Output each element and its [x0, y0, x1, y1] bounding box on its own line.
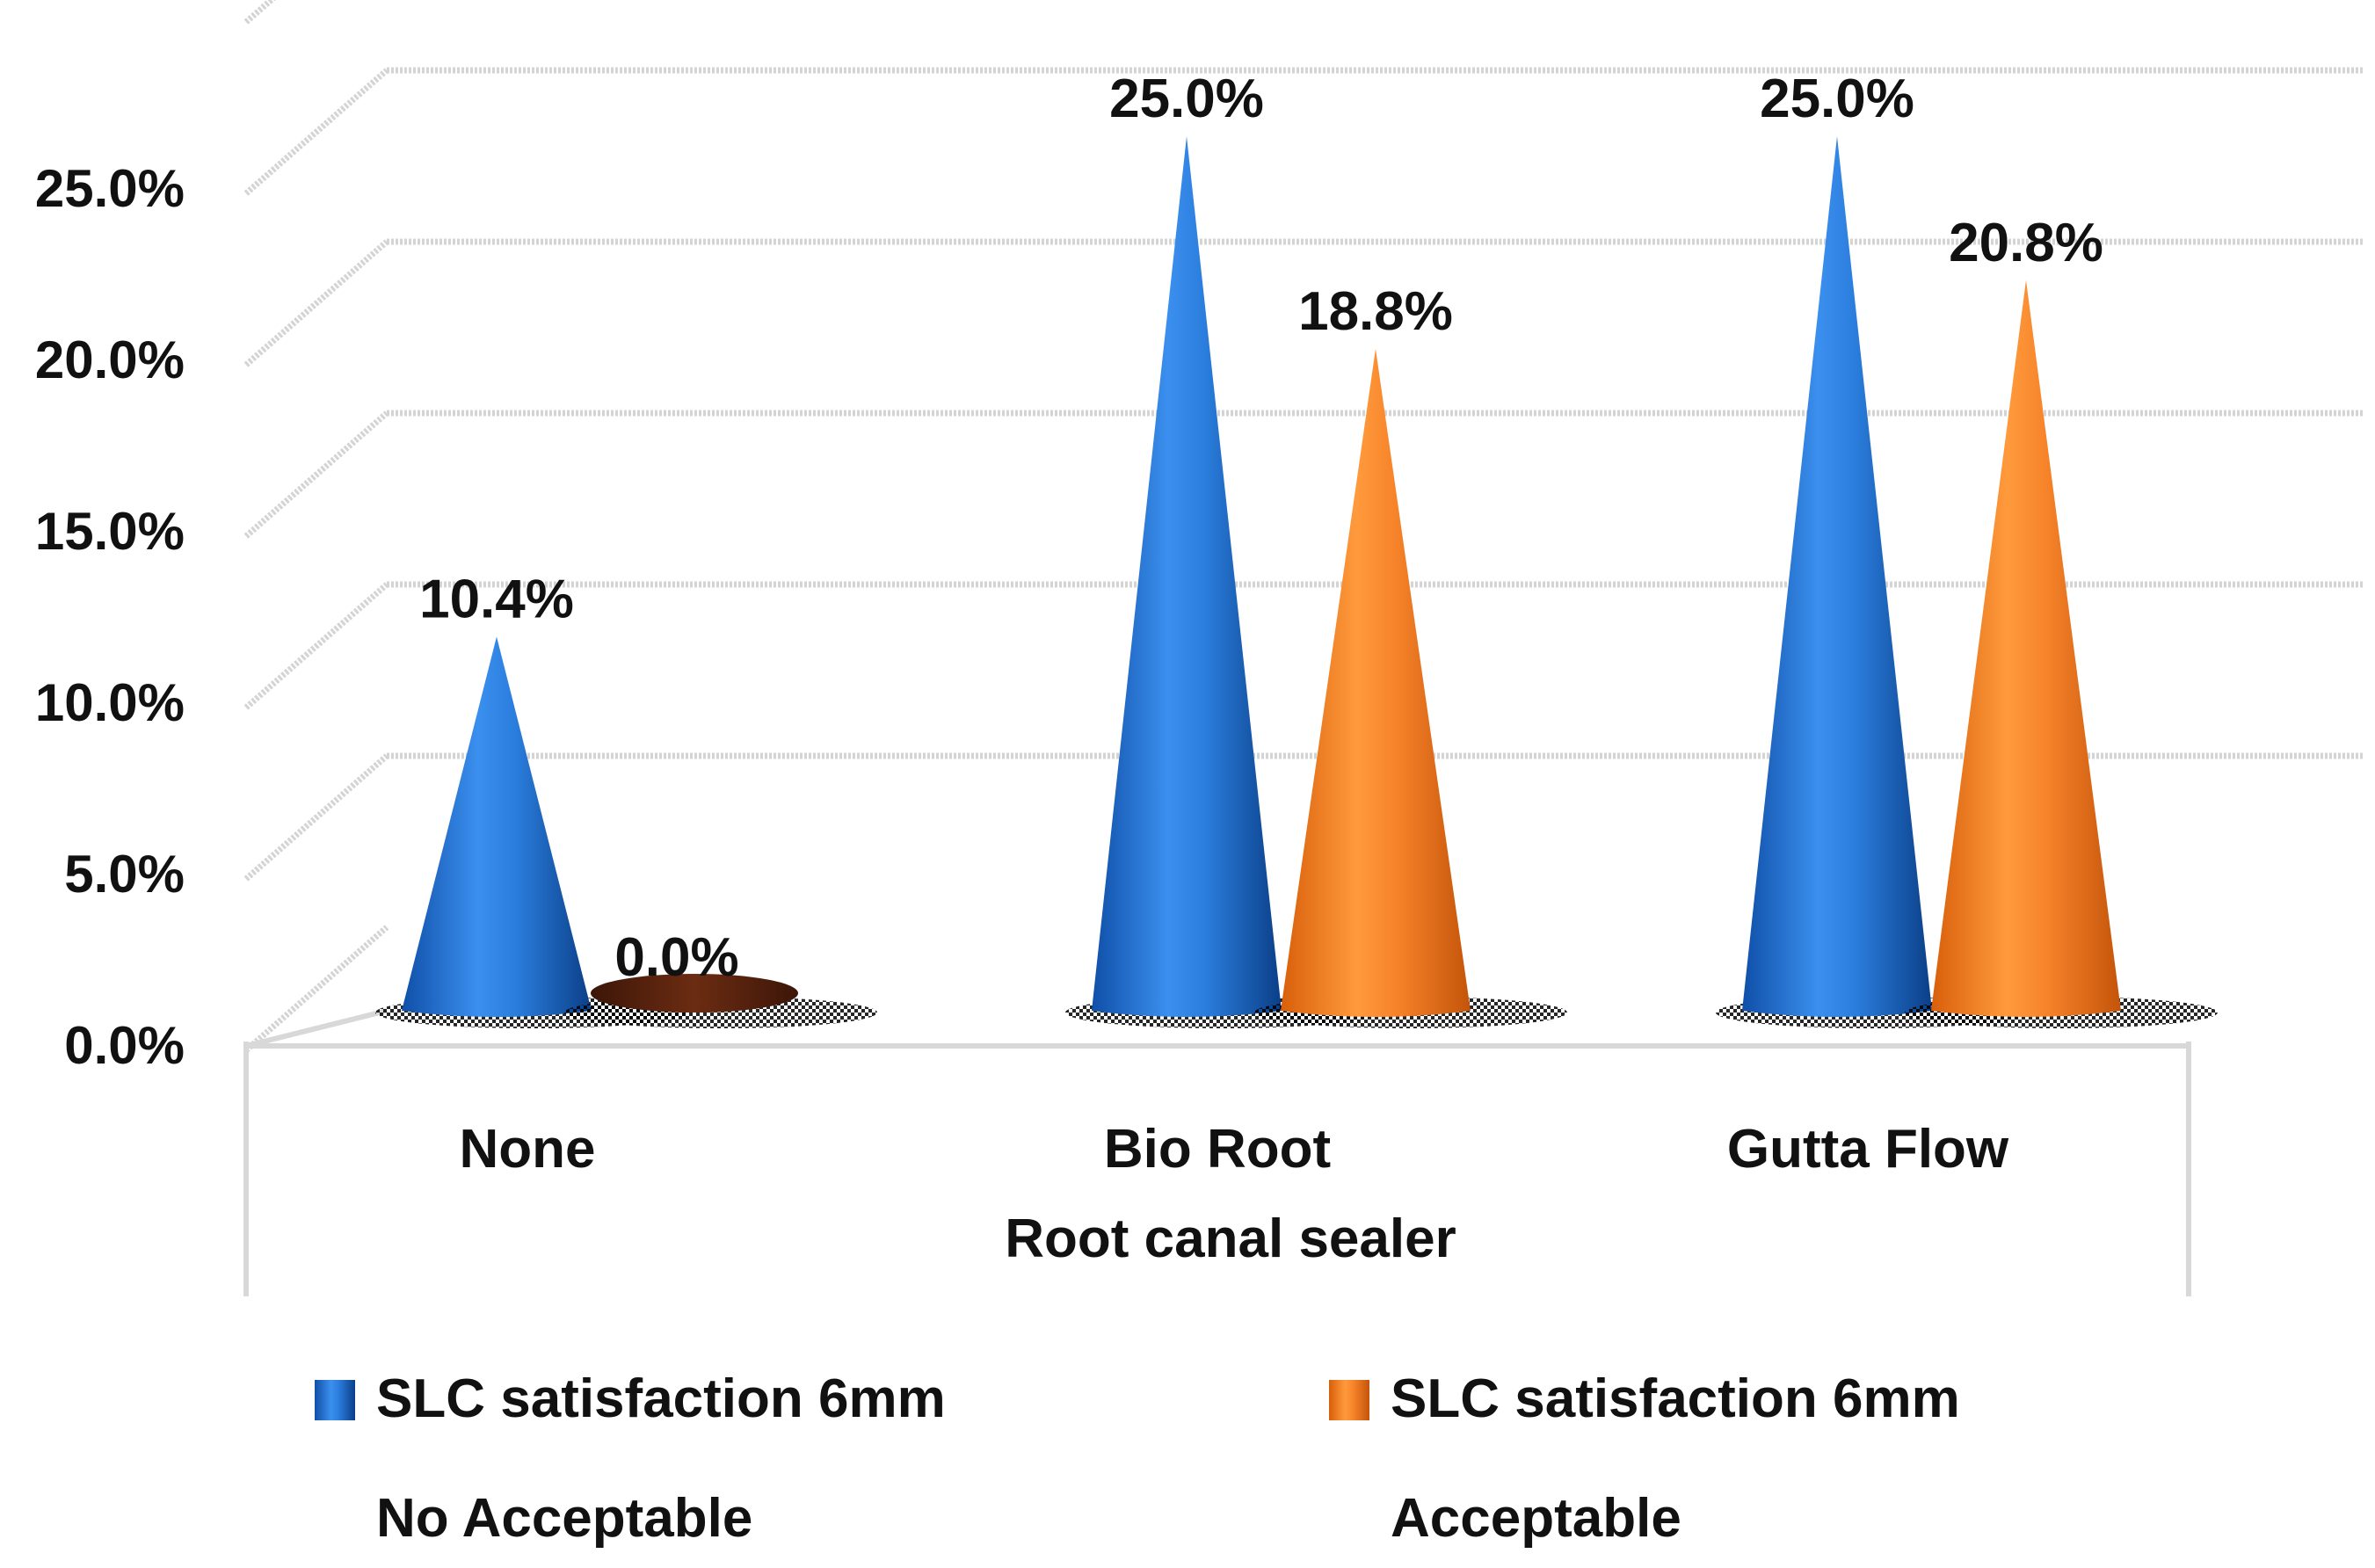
data-label-guttaflow-acceptable: 20.8% — [1949, 213, 2103, 273]
chart-marks — [375, 136, 2218, 1028]
gridline-diagonal — [243, 239, 389, 367]
cone-body — [1931, 279, 2121, 1017]
category-label-gutta-flow: Gutta Flow — [1727, 1119, 2009, 1180]
y-tick-label: 20.0% — [35, 330, 185, 389]
legend-swatch-acceptable — [1329, 1380, 1369, 1420]
gridline-diagonal — [243, 753, 389, 882]
data-labels: 10.4% 25.0% 25.0% 0.0% 18.8% 20.8% — [419, 69, 2103, 988]
legend-label-no-acceptable-line1: SLC satisfaction 6mm — [376, 1368, 946, 1429]
legend: SLC satisfaction 6mm No Acceptable SLC s… — [315, 1368, 1960, 1549]
data-label-guttaflow-no-acceptable: 25.0% — [1760, 69, 1914, 129]
category-label-none: None — [460, 1119, 596, 1180]
cone-flat-base — [591, 974, 798, 1013]
y-tick-label: 0.0% — [64, 1016, 185, 1075]
y-tick-label: 10.0% — [35, 673, 185, 732]
x-axis-category-labels: None Bio Root Gutta Flow — [460, 1119, 2009, 1180]
cone-body — [402, 636, 592, 1017]
cone-body — [1281, 348, 1471, 1017]
cone-body — [1742, 136, 1932, 1017]
gridline-diagonal — [243, 0, 276, 25]
legend-label-acceptable-line1: SLC satisfaction 6mm — [1391, 1368, 1960, 1429]
cone-mark — [1254, 348, 1567, 1028]
y-tick-label: 5.0% — [64, 845, 185, 904]
cone-body — [1092, 136, 1282, 1017]
gridline-diagonal — [243, 582, 389, 710]
legend-swatch-no-acceptable — [315, 1380, 355, 1420]
y-axis-tick-labels: 0.0% 5.0% 10.0% 15.0% 20.0% 25.0% — [35, 159, 185, 1075]
cone-mark — [1905, 279, 2218, 1028]
category-label-bio-root: Bio Root — [1104, 1119, 1331, 1180]
data-label-bioroot-no-acceptable: 25.0% — [1109, 69, 1264, 129]
y-tick-label: 15.0% — [35, 502, 185, 561]
cone-mark — [564, 974, 877, 1028]
x-axis-title: Root canal sealer — [1005, 1209, 1456, 1269]
gridline-diagonal — [243, 410, 389, 539]
data-label-none-no-acceptable: 10.4% — [419, 569, 574, 629]
legend-label-acceptable-line2: Acceptable — [1391, 1488, 1681, 1549]
gridline-diagonal — [243, 925, 389, 1053]
gridline-diagonal — [243, 68, 389, 196]
axis-frame — [243, 1008, 2191, 1296]
axis-floor-left — [245, 1008, 388, 1049]
y-tick-label: 25.0% — [35, 159, 185, 218]
data-label-bioroot-acceptable: 18.8% — [1298, 281, 1453, 342]
legend-label-no-acceptable-line2: No Acceptable — [376, 1488, 752, 1549]
data-label-none-acceptable: 0.0% — [614, 927, 738, 988]
